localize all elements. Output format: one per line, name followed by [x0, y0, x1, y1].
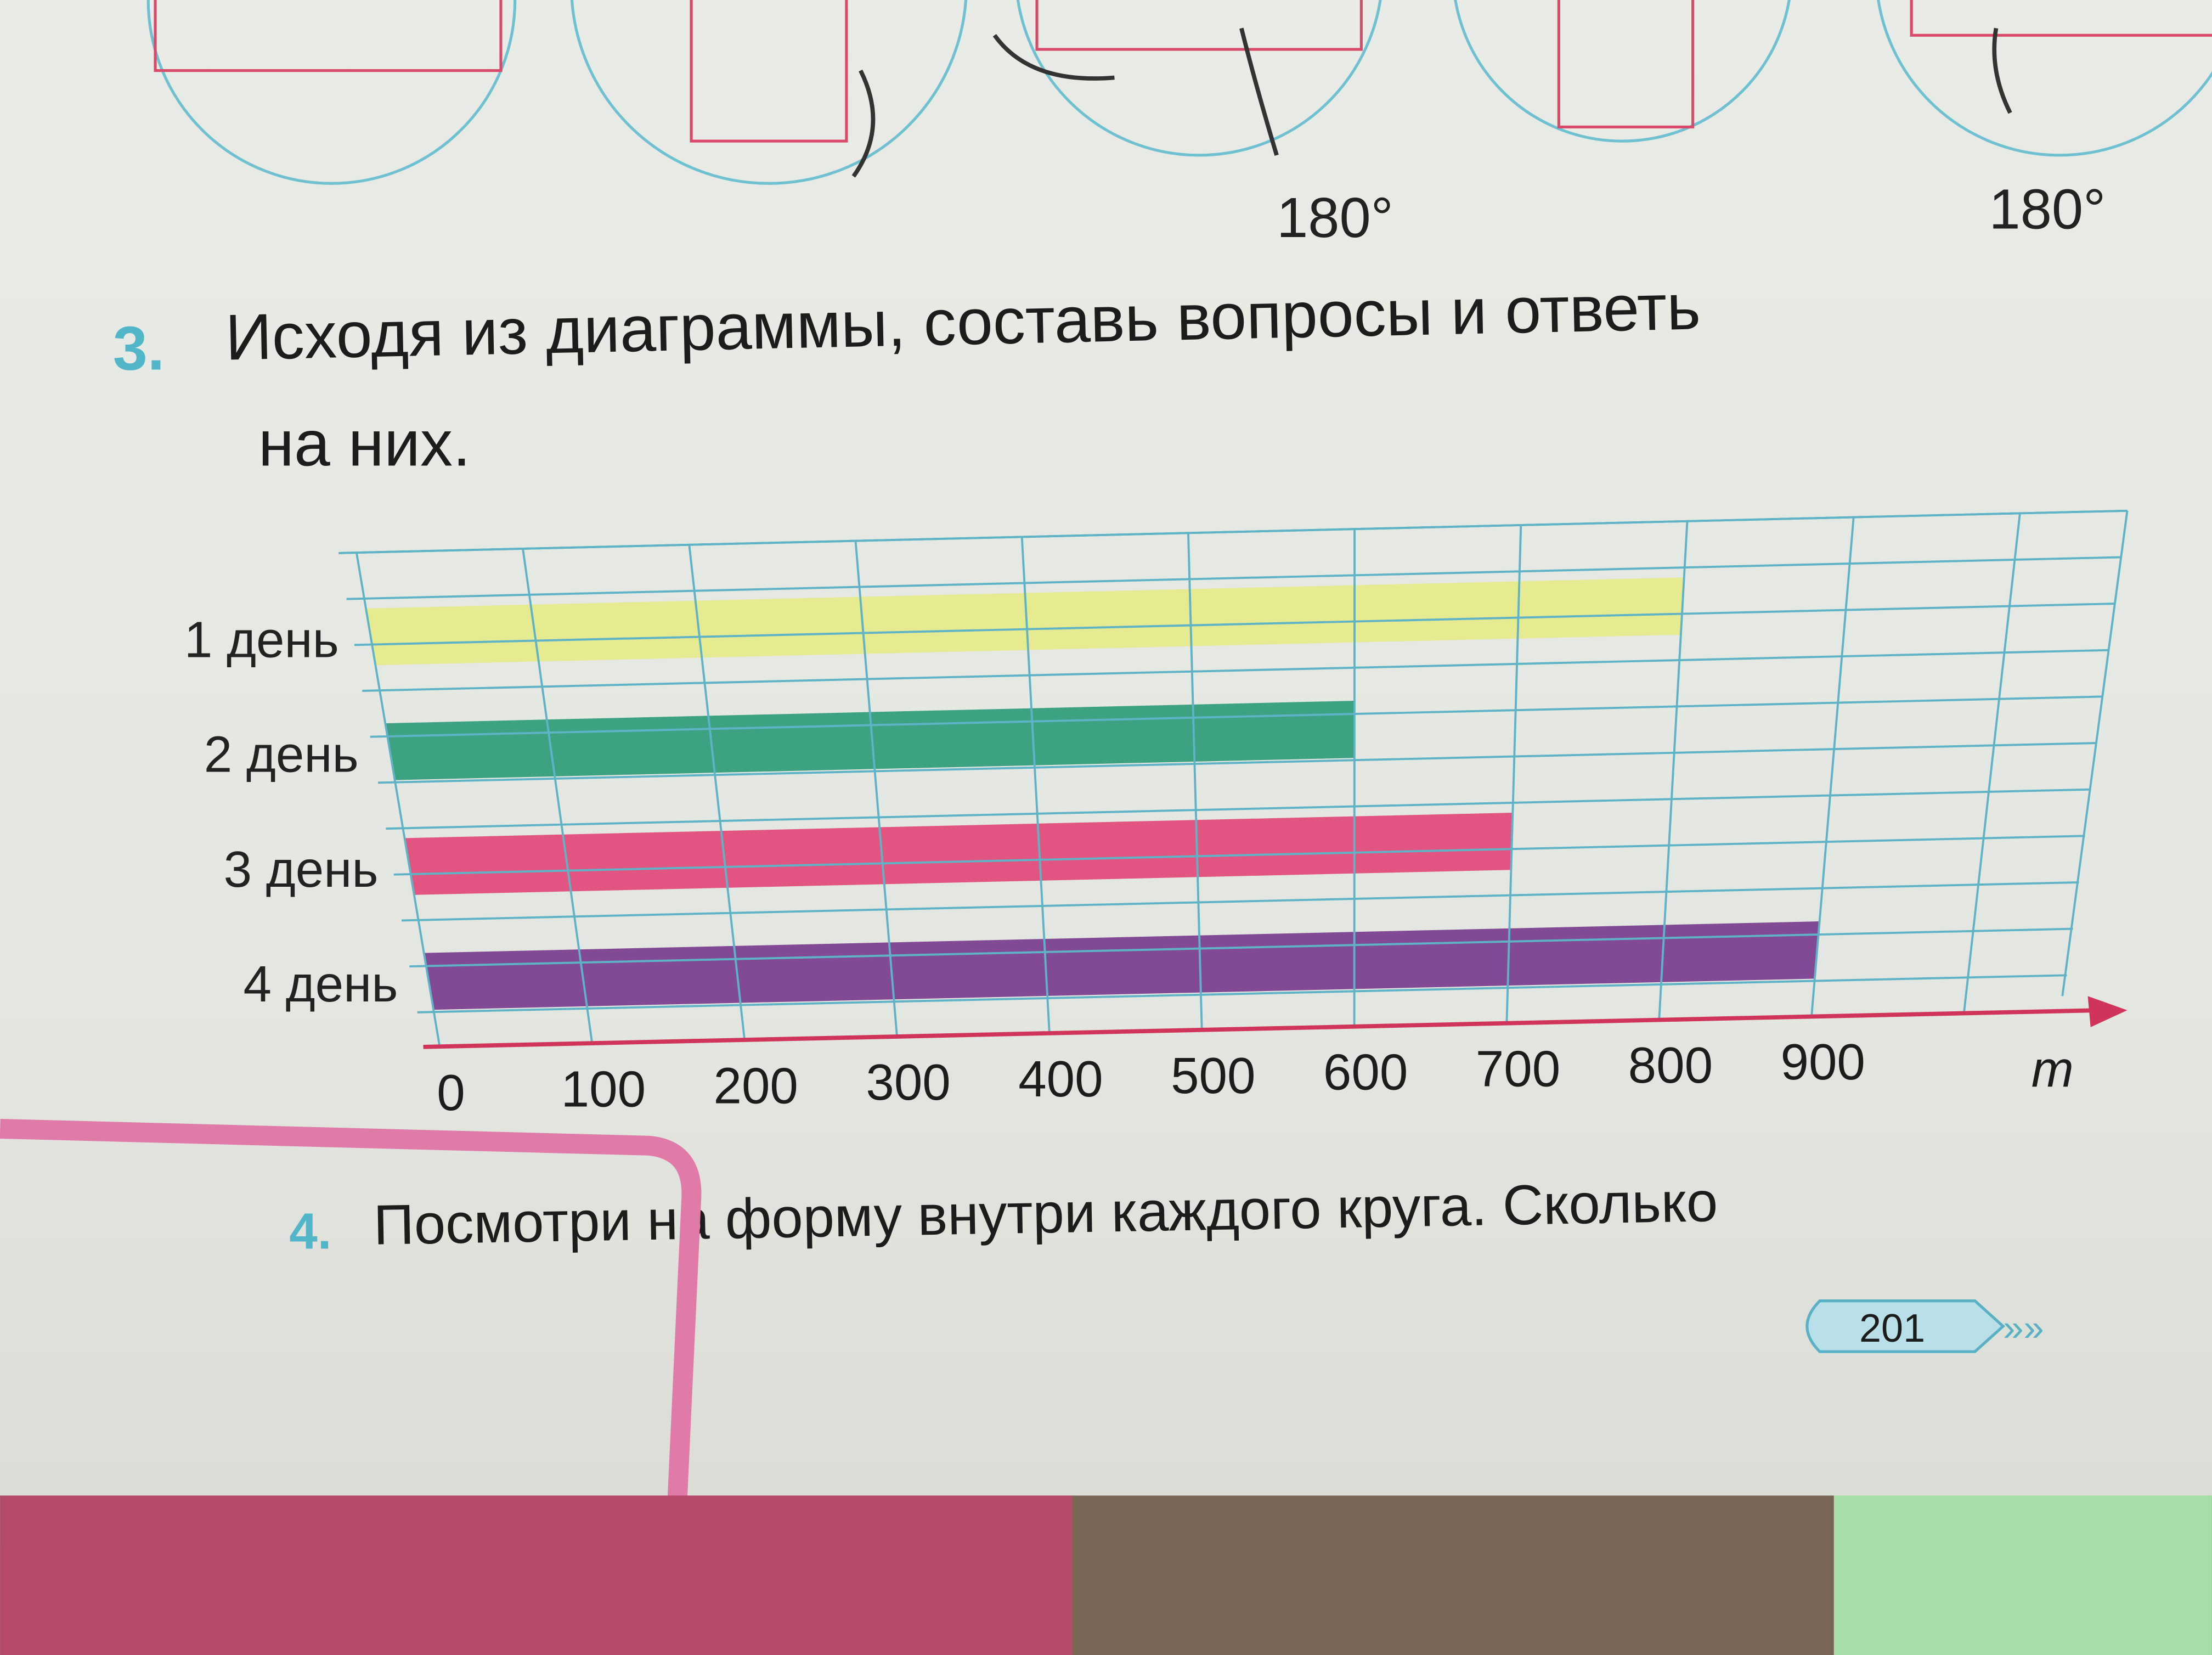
- category-label-1: 1 день: [184, 611, 339, 668]
- category-label-2: 2 день: [204, 726, 359, 783]
- x-tick-label: 600: [1323, 1044, 1408, 1101]
- grid-h-line: [402, 881, 2079, 922]
- angle-label-2: 180°: [1989, 178, 2106, 241]
- grid-v-line: [1020, 537, 1051, 1033]
- grid-h-line: [393, 835, 2085, 876]
- category-label-3: 3 день: [224, 841, 379, 898]
- x-tick-label: 400: [1018, 1050, 1103, 1107]
- task4-text: Посмотри на форму внутри каждого круга. …: [373, 1170, 1718, 1257]
- grid-h-line: [377, 742, 2097, 784]
- page-number: 201: [1859, 1307, 1925, 1350]
- x-tick-label: 500: [1171, 1047, 1255, 1104]
- x-tick-label: 200: [713, 1057, 798, 1114]
- task4-number: 4.: [289, 1202, 331, 1259]
- grid-h-line: [386, 788, 2091, 830]
- bar-3: [404, 812, 1513, 895]
- grid-v-line: [1505, 525, 1522, 1023]
- grid-border: [338, 509, 2128, 554]
- task3-number: 3.: [113, 314, 165, 383]
- pink-clip: [0, 1118, 702, 1655]
- task3-text-line1: Исходя из диаграммы, составь вопросы и о…: [224, 271, 1701, 374]
- grid-v-line: [688, 544, 746, 1040]
- grid-h-line: [362, 649, 2109, 692]
- grid-h-line: [354, 603, 2115, 646]
- x-tick-label: 0: [437, 1064, 465, 1121]
- angle-label-1: 180°: [1277, 186, 1393, 249]
- x-tick-label: 800: [1628, 1037, 1713, 1094]
- x-axis-unit: m: [2032, 1040, 2074, 1097]
- rotation-figures: [146, 0, 2212, 185]
- bar-chart: 1 день 2 день 3 день 4 день 0 100 200 300 400 500…: [184, 509, 2129, 1121]
- grid-h-line: [409, 927, 2073, 968]
- grid-border: [2061, 510, 2129, 997]
- x-tick-label: 100: [561, 1061, 646, 1118]
- grid-v-line: [355, 552, 441, 1047]
- grid-h-line: [346, 556, 2121, 600]
- grid-h-line: [370, 695, 2103, 738]
- grid-v-line: [1658, 521, 1689, 1020]
- category-label-4: 4 день: [243, 955, 398, 1012]
- x-tick-label: 900: [1781, 1033, 1865, 1090]
- x-axis: [423, 1008, 2102, 1049]
- grid-v-line: [522, 548, 594, 1044]
- grid-v-line: [854, 541, 898, 1037]
- task3-text-line2: на них.: [258, 407, 471, 480]
- page-number-badge: »» 201: [1805, 1299, 2044, 1353]
- grid-h-line: [417, 974, 2067, 1014]
- grid-v-line: [1963, 513, 2021, 1013]
- grid-v-line: [1187, 533, 1203, 1030]
- x-tick-label: 700: [1476, 1040, 1560, 1097]
- chevrons-icon: »»: [2003, 1308, 2044, 1349]
- x-tick-label: 300: [866, 1054, 950, 1111]
- grid-v-line: [1810, 517, 1855, 1016]
- x-axis-arrow-icon: [2087, 996, 2128, 1027]
